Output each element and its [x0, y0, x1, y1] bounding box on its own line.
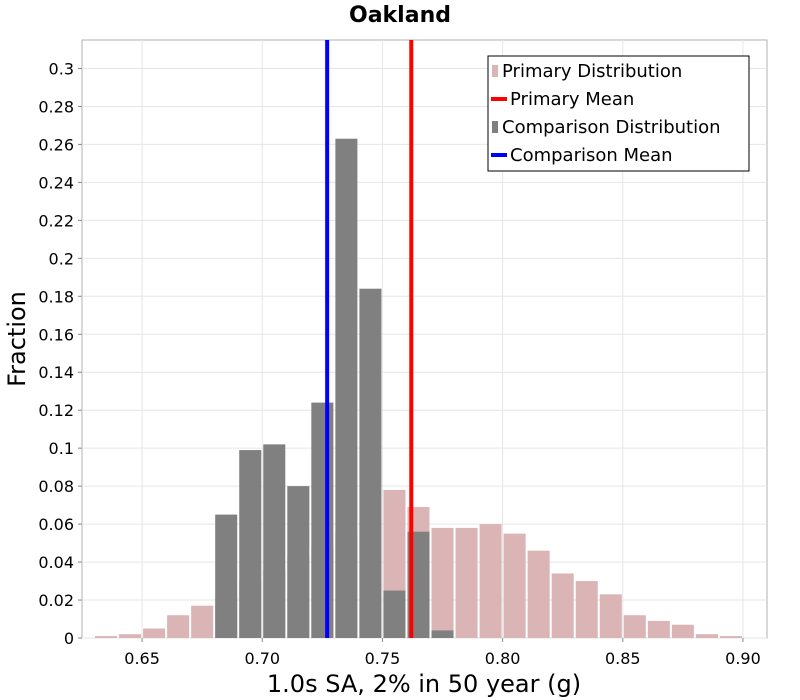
y-axis-ticks: 0 0.02 0.04 0.06 0.08 0.1 0.12 0.14 0.16 0.18 0.2 0…: [38, 59, 82, 648]
primary-distribution-bar: [719, 636, 742, 638]
primary-distribution-bar: [527, 550, 550, 638]
comparison-distribution-bar: [359, 288, 382, 638]
comparison-distribution-bar: [311, 402, 334, 638]
legend-label: Primary Distribution: [502, 61, 682, 82]
primary-distribution-bar: [647, 620, 670, 638]
legend-box: [487, 55, 750, 172]
primary-distribution-bar: [143, 628, 166, 638]
legend-label: Comparison Distribution: [502, 117, 721, 138]
legend-swatch: [492, 65, 498, 77]
y-tick-label: 0.1: [49, 439, 74, 458]
primary-distribution-bar: [551, 573, 574, 638]
primary-distribution-bar: [599, 594, 622, 638]
y-tick-label: 0.22: [38, 211, 74, 230]
x-axis-title: 1.0s SA, 2% in 50 year (g): [267, 670, 581, 698]
y-tick-label: 0.02: [38, 591, 74, 610]
legend: Primary Distribution Primary Mean Comparis…: [487, 55, 750, 172]
comparison-distribution-bar: [431, 630, 454, 638]
legend-swatch: [492, 121, 498, 133]
primary-distribution-bar: [479, 524, 502, 638]
comparison-distribution-bar: [215, 514, 238, 638]
primary-distribution-bar: [695, 634, 718, 638]
comparison-distribution-bar: [287, 486, 310, 638]
primary-distribution-bar: [623, 615, 646, 638]
y-tick-label: 0.3: [49, 59, 74, 78]
y-tick-label: 0.08: [38, 477, 74, 496]
primary-distribution-bar: [431, 527, 454, 638]
chart-title: Oakland: [349, 3, 451, 28]
x-axis-ticks: 0.65 0.70 0.75 0.80 0.85 0.90: [124, 638, 761, 668]
x-tick-label: 0.80: [485, 649, 521, 668]
primary-distribution-bar: [575, 581, 598, 638]
primary-distribution-bar: [167, 615, 190, 638]
y-tick-label: 0.06: [38, 515, 74, 534]
y-tick-label: 0.26: [38, 135, 74, 154]
y-tick-label: 0: [64, 629, 74, 648]
y-tick-label: 0.16: [38, 325, 74, 344]
y-tick-label: 0.2: [49, 249, 74, 268]
y-tick-label: 0.24: [38, 173, 74, 192]
comparison-distribution-bar: [239, 450, 262, 638]
legend-label: Comparison Mean: [510, 145, 673, 166]
y-tick-label: 0.04: [38, 553, 74, 572]
x-tick-label: 0.75: [365, 649, 401, 668]
primary-distribution-bar: [503, 533, 526, 638]
primary-distribution-bar: [119, 634, 142, 638]
comparison-distribution-bar: [335, 138, 358, 638]
primary-distribution-bar: [95, 636, 118, 638]
x-tick-label: 0.65: [124, 649, 160, 668]
y-axis-title: Fraction: [3, 291, 31, 387]
mean-lines: [325, 40, 414, 638]
primary-distribution-bar: [455, 527, 478, 638]
y-tick-label: 0.18: [38, 287, 74, 306]
legend-label: Primary Mean: [510, 89, 634, 110]
comparison-distribution-bar: [263, 444, 286, 638]
comparison-distribution-bar: [383, 590, 406, 638]
x-tick-label: 0.90: [725, 649, 761, 668]
y-tick-label: 0.12: [38, 401, 74, 420]
y-tick-label: 0.28: [38, 97, 74, 116]
primary-distribution-bar: [191, 605, 214, 638]
x-tick-label: 0.70: [244, 649, 280, 668]
y-tick-label: 0.14: [38, 363, 74, 382]
x-tick-label: 0.85: [605, 649, 641, 668]
primary-distribution-bar: [671, 624, 694, 638]
